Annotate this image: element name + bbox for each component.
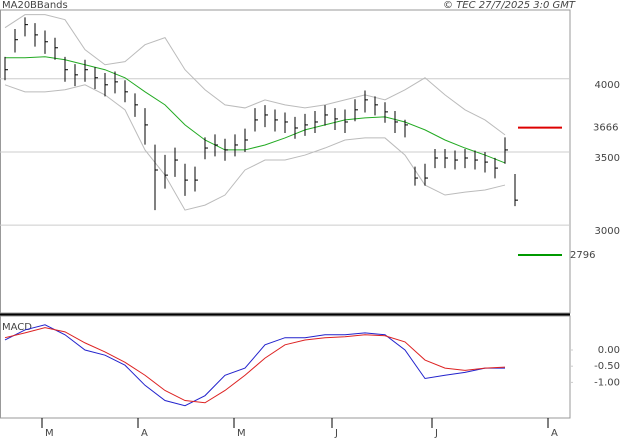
- macd-panel: [0, 315, 571, 419]
- legend-entry: BBands: [30, 0, 68, 11]
- bband-line: [4, 14, 506, 136]
- macd-line: [4, 324, 505, 407]
- ma20-line: [5, 56, 506, 164]
- level-label: 2796: [570, 250, 595, 261]
- bband-line: [4, 84, 506, 211]
- x-tick-label: M: [237, 428, 246, 439]
- y-tick-label: 3500: [595, 153, 620, 164]
- x-tick-label: A: [551, 428, 558, 439]
- source-note: © TEC 27/7/2025 3:0 GMT: [443, 0, 576, 11]
- price-panel: [0, 9, 571, 314]
- y-tick-label: -1.00: [594, 377, 620, 388]
- x-tick-label: M: [45, 428, 54, 439]
- signal-line: [4, 327, 506, 404]
- legend-entry: MA20: [2, 0, 30, 11]
- x-tick-label: J: [334, 428, 338, 439]
- y-tick-label: 0.00: [598, 345, 620, 356]
- level-label: 3666: [593, 123, 618, 134]
- y-tick-label: 4000: [595, 80, 620, 91]
- x-tick-label: A: [141, 428, 148, 439]
- y-tick-label: 3000: [595, 226, 620, 237]
- y-tick-label: -0.50: [594, 361, 620, 372]
- x-tick-label: J: [434, 428, 438, 439]
- macd-title: MACD: [2, 322, 32, 333]
